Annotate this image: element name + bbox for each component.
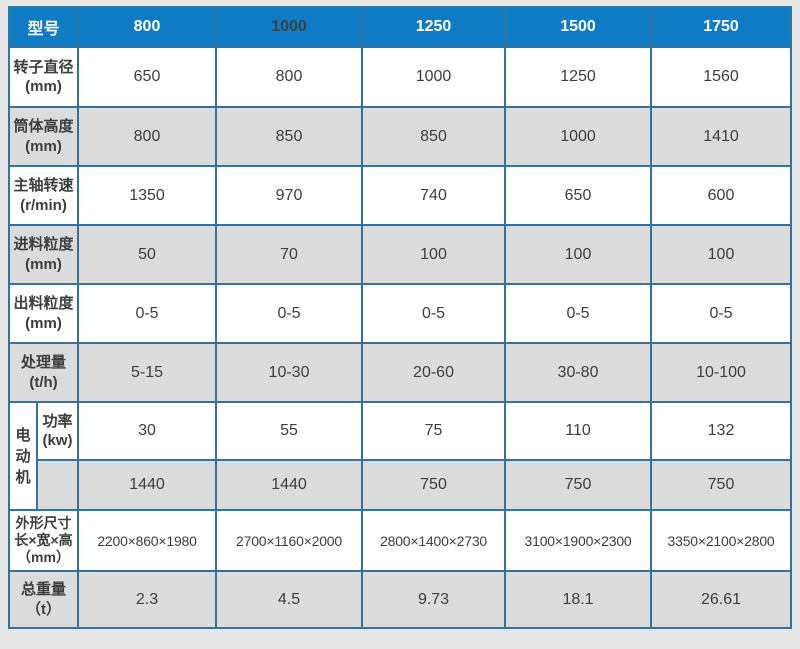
motor-group-label: 电动机 bbox=[8, 401, 38, 511]
cell-value: 0-5 bbox=[504, 283, 653, 344]
cell-value: 3350×2100×2800 bbox=[650, 509, 793, 572]
cell-value: 0-5 bbox=[77, 283, 218, 344]
cell-value: 3100×1900×2300 bbox=[504, 509, 653, 572]
cell-value: 10-30 bbox=[215, 342, 364, 403]
cell-value: 2.3 bbox=[77, 570, 218, 629]
cell-value: 100 bbox=[650, 224, 793, 285]
header-model-1750: 1750 bbox=[650, 6, 793, 48]
cell-value: 2700×1160×2000 bbox=[215, 509, 364, 572]
row-capacity: 处理量 (t/h) 5-15 10-30 20-60 30-80 10-100 bbox=[7, 342, 793, 403]
cell-value: 1440 bbox=[77, 459, 218, 511]
row-motor-power: 电动机 功率 (kw) 30 55 75 110 132 bbox=[8, 401, 793, 511]
cell-value: 650 bbox=[77, 46, 218, 108]
header-model-label: 型号 bbox=[7, 6, 80, 48]
header-model-1250: 1250 bbox=[361, 6, 507, 48]
cell-value: 2800×1400×2730 bbox=[361, 509, 507, 572]
motor-speed-label-cell bbox=[35, 459, 80, 511]
cell-value: 600 bbox=[650, 165, 793, 226]
cell-value: 800 bbox=[215, 46, 364, 108]
cell-value: 850 bbox=[361, 106, 507, 167]
row-label: 外形尺寸 长×宽×高 （mm） bbox=[7, 509, 80, 572]
cell-value: 50 bbox=[77, 224, 218, 285]
cell-value: 4.5 bbox=[215, 570, 364, 629]
row-label: 筒体高度 (mm) bbox=[7, 106, 80, 167]
cell-value: 110 bbox=[504, 401, 653, 461]
cell-value: 750 bbox=[650, 459, 793, 511]
cell-value: 1410 bbox=[650, 106, 793, 167]
motor-power-label: 功率 (kw) bbox=[35, 401, 80, 461]
row-label: 处理量 (t/h) bbox=[7, 342, 80, 403]
cell-value: 100 bbox=[361, 224, 507, 285]
cell-value: 2200×860×1980 bbox=[77, 509, 218, 572]
spec-table: 型号 800 1000 1250 1500 1750 转子直径 (mm) 650… bbox=[7, 6, 793, 629]
cell-value: 740 bbox=[361, 165, 507, 226]
header-model-1000: 1000 bbox=[215, 6, 364, 48]
cell-value: 1560 bbox=[650, 46, 793, 108]
header-row: 型号 800 1000 1250 1500 1750 bbox=[7, 6, 793, 48]
cell-value: 55 bbox=[215, 401, 364, 461]
row-label: 总重量 （t） bbox=[7, 570, 80, 629]
cell-value: 100 bbox=[504, 224, 653, 285]
row-discharge-size: 出料粒度 (mm) 0-5 0-5 0-5 0-5 0-5 bbox=[7, 283, 793, 344]
cell-value: 5-15 bbox=[77, 342, 218, 403]
cell-value: 30-80 bbox=[504, 342, 653, 403]
cell-value: 20-60 bbox=[361, 342, 507, 403]
row-label: 出料粒度 (mm) bbox=[7, 283, 80, 344]
row-label: 主轴转速 (r/min) bbox=[7, 165, 80, 226]
cell-value: 0-5 bbox=[650, 283, 793, 344]
cell-value: 9.73 bbox=[361, 570, 507, 629]
cell-value: 0-5 bbox=[215, 283, 364, 344]
row-label: 转子直径 (mm) bbox=[7, 46, 80, 108]
cell-value: 0-5 bbox=[361, 283, 507, 344]
cell-value: 650 bbox=[504, 165, 653, 226]
cell-value: 70 bbox=[215, 224, 364, 285]
cell-value: 1440 bbox=[215, 459, 364, 511]
row-spindle-speed: 主轴转速 (r/min) 1350 970 740 650 600 bbox=[7, 165, 793, 226]
cell-value: 850 bbox=[215, 106, 364, 167]
row-feed-size: 进料粒度 (mm) 50 70 100 100 100 bbox=[7, 224, 793, 285]
cell-value: 26.61 bbox=[650, 570, 793, 629]
cell-value: 75 bbox=[361, 401, 507, 461]
cell-value: 30 bbox=[77, 401, 218, 461]
header-model-800: 800 bbox=[77, 6, 218, 48]
cell-value: 750 bbox=[361, 459, 507, 511]
row-motor-speed: 1440 1440 750 750 750 bbox=[9, 459, 793, 511]
cell-value: 132 bbox=[650, 401, 793, 461]
header-model-1500: 1500 bbox=[504, 6, 653, 48]
row-cylinder-height: 筒体高度 (mm) 800 850 850 1000 1410 bbox=[7, 106, 793, 167]
row-rotor-diameter: 转子直径 (mm) 650 800 1000 1250 1560 bbox=[7, 46, 793, 108]
row-label: 进料粒度 (mm) bbox=[7, 224, 80, 285]
cell-value: 10-100 bbox=[650, 342, 793, 403]
cell-value: 1350 bbox=[77, 165, 218, 226]
cell-value: 800 bbox=[77, 106, 218, 167]
cell-value: 1000 bbox=[361, 46, 507, 108]
cell-value: 970 bbox=[215, 165, 364, 226]
cell-value: 18.1 bbox=[504, 570, 653, 629]
cell-value: 750 bbox=[504, 459, 653, 511]
cell-value: 1000 bbox=[504, 106, 653, 167]
row-dimensions: 外形尺寸 长×宽×高 （mm） 2200×860×1980 2700×1160×… bbox=[7, 509, 793, 572]
cell-value: 1250 bbox=[504, 46, 653, 108]
row-total-weight: 总重量 （t） 2.3 4.5 9.73 18.1 26.61 bbox=[7, 570, 793, 629]
